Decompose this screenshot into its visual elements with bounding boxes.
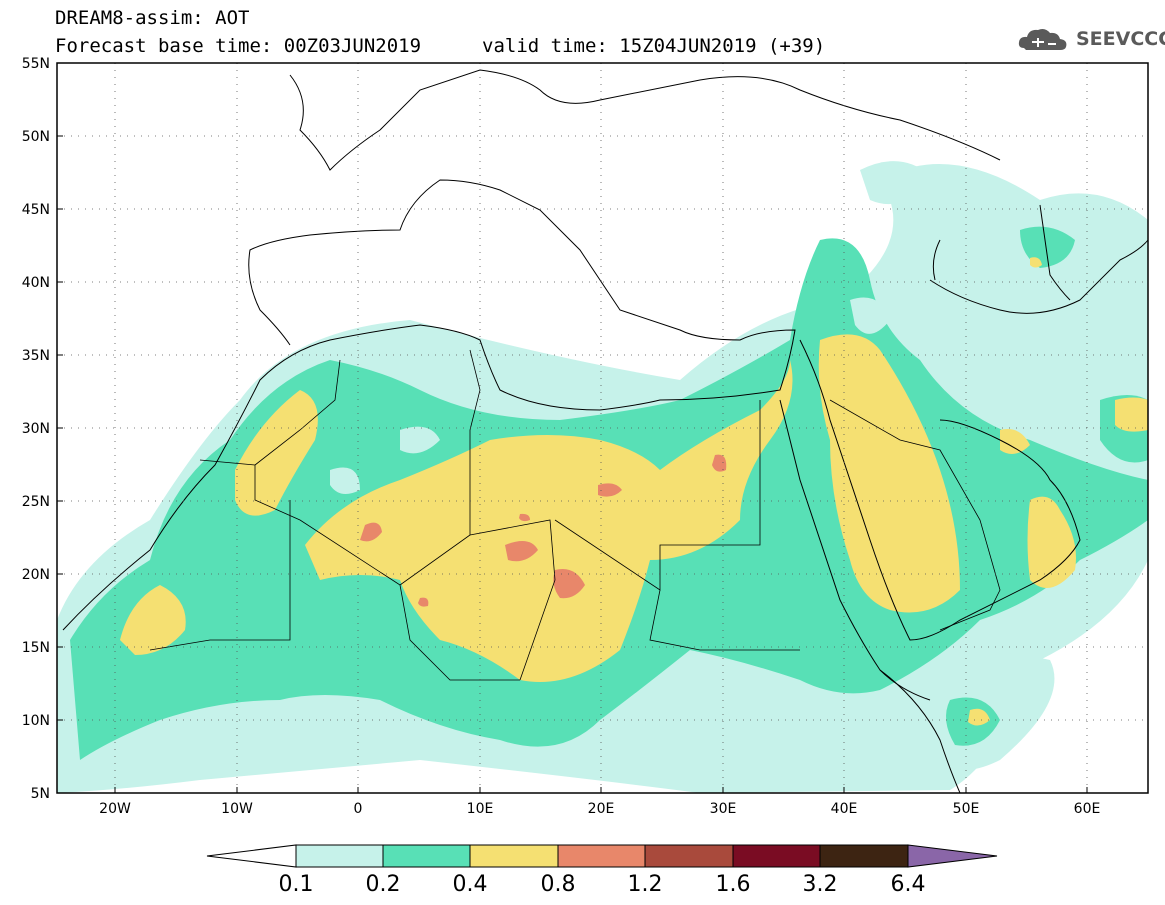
colorbar-label: 6.4 (890, 872, 926, 897)
tick-marks (57, 62, 1088, 793)
colorbar-label: 0.8 (540, 872, 576, 897)
lat-label: 20N (22, 567, 50, 583)
lat-label: 25N (22, 494, 50, 510)
colorbar-label: 3.2 (802, 872, 838, 897)
lon-label: 40E (831, 801, 858, 817)
lon-label: 60E (1074, 801, 1101, 817)
latitude-labels: 55N 50N 45N 40N 35N 30N 25N 20N 15N 10N … (22, 56, 50, 802)
lon-label: 20W (99, 801, 131, 817)
forecast-base-time: Forecast base time: 00Z03JUN2019 (55, 35, 422, 57)
colorbar-high-arrow (907, 844, 998, 868)
map-title: DREAM8-assim: AOT (55, 7, 250, 29)
graticule (57, 63, 1148, 793)
colorbar (206, 844, 998, 868)
colorbar-swatch (295, 844, 384, 868)
valid-time: valid time: 15Z04JUN2019 (+39) (482, 35, 826, 57)
colorbar-swatch (469, 844, 559, 868)
logo-text: SEEVCCC (1076, 28, 1165, 50)
colorbar-label: 0.4 (452, 872, 488, 897)
lat-label: 30N (22, 421, 50, 437)
colorbar-swatch (382, 844, 471, 868)
lon-label: 50E (953, 801, 980, 817)
colorbar-swatch (819, 844, 909, 868)
colorbar-label: 1.2 (627, 872, 663, 897)
lon-label: 20E (588, 801, 615, 817)
colorbar-swatch (557, 844, 646, 868)
colorbar-swatch (644, 844, 734, 868)
longitude-labels: 20W 10W 0 10E 20E 30E 40E 50E 60E (99, 801, 1100, 817)
cloud-logo-icon (1018, 29, 1067, 50)
lat-label: 45N (22, 202, 50, 218)
colorbar-label: 0.2 (365, 872, 401, 897)
lat-label: 5N (31, 786, 50, 802)
colorbar-swatch (732, 844, 821, 868)
lon-label: 0 (354, 801, 363, 817)
colorbar-label: 1.6 (715, 872, 751, 897)
lat-label: 10N (22, 713, 50, 729)
aot-level-0-8 (360, 454, 727, 607)
lat-label: 15N (22, 640, 50, 656)
lon-label: 30E (710, 801, 737, 817)
lat-label: 35N (22, 348, 50, 364)
coastlines (62, 69, 1148, 793)
aot-holes (330, 297, 890, 494)
aot-fields (57, 63, 1148, 793)
colorbar-low-arrow (206, 844, 297, 868)
lat-label: 50N (22, 129, 50, 145)
lat-label: 40N (22, 275, 50, 291)
lon-label: 10E (467, 801, 494, 817)
lon-label: 10W (221, 801, 253, 817)
colorbar-label: 0.1 (278, 872, 314, 897)
country-borders (149, 349, 1001, 681)
lat-label: 55N (22, 56, 50, 72)
